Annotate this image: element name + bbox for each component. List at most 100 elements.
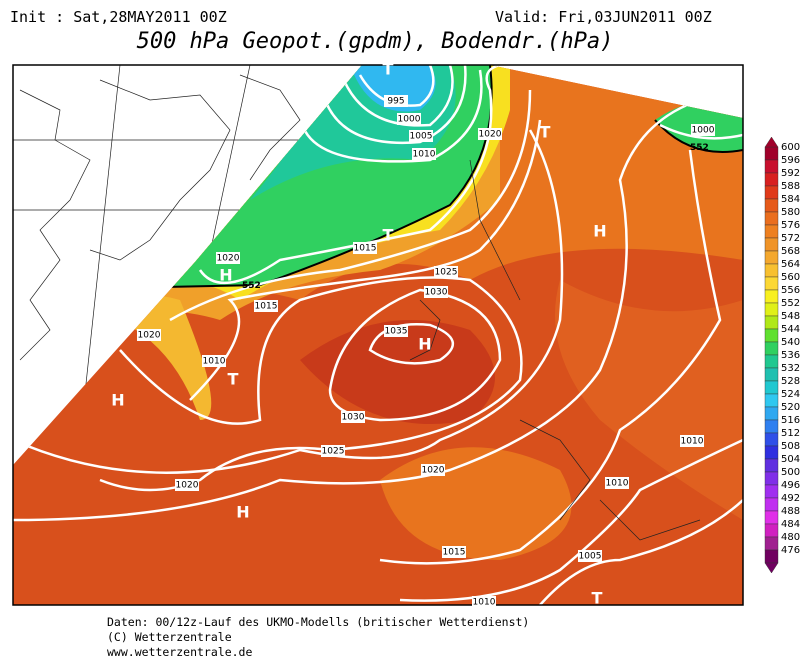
colorbar-label: 480	[781, 532, 800, 543]
isobar-label-bg	[409, 130, 433, 142]
colorbar-box	[764, 354, 779, 369]
colorbar-box	[764, 211, 779, 226]
colorbar-label: 520	[781, 402, 800, 413]
isobar-label: 1020	[217, 254, 240, 264]
colorbar-label: 508	[781, 441, 800, 452]
colorbar-box	[764, 276, 779, 291]
colorbar-box	[764, 471, 779, 486]
isobar-label: 1005	[579, 552, 602, 562]
isobar-label-bg	[434, 266, 458, 278]
isobar-label-bg	[442, 546, 466, 558]
isobar-label: 1010	[606, 479, 629, 489]
colorbar-box	[764, 302, 779, 317]
colorbar-label: 556	[781, 285, 800, 296]
colorbar-label: 600	[781, 142, 800, 153]
coastlines-nodata	[13, 65, 330, 441]
isobar-label-bg	[353, 242, 377, 254]
pressure-center: H	[418, 335, 431, 354]
isobar-label-bg	[605, 477, 629, 489]
isobar-label-bg	[202, 355, 226, 367]
footer-line: (C) Wetterzentrale	[107, 630, 232, 644]
valid-time: Valid: Fri,03JUN2011 00Z	[495, 8, 712, 26]
colorbar-label: 540	[781, 337, 800, 348]
pressure-center: T	[383, 226, 394, 245]
colorbar-label: 524	[781, 389, 800, 400]
pressure-center: T	[383, 60, 394, 79]
colorbar-label: 560	[781, 272, 800, 283]
pressure-center: H	[111, 391, 124, 410]
isobar-label: 1010	[473, 598, 496, 608]
colorbar-box	[764, 185, 779, 200]
colorbar-box	[764, 198, 779, 213]
isobar-label: 1020	[479, 130, 502, 140]
colorbar-box	[764, 224, 779, 239]
colorbar-label: 576	[781, 220, 800, 231]
isobar-label: 1015	[443, 548, 466, 558]
colorbar-box	[764, 237, 779, 252]
isobar-label: 1030	[425, 288, 448, 298]
isobar-label: 1015	[255, 302, 278, 312]
isobar-label-bg	[412, 148, 436, 160]
isobar-label: 1025	[435, 268, 458, 278]
pressure-center: T	[592, 589, 603, 608]
colorbar-label: 512	[781, 428, 800, 439]
isobar-label-bg	[680, 435, 704, 447]
isobar-label-bg	[578, 550, 602, 562]
map-title: 500 hPa Geopot.(gpdm), Bodendr.(hPa)	[137, 29, 614, 54]
isobar-label: 1020	[422, 466, 445, 476]
pressure-center: H	[219, 266, 232, 285]
isobar-label-bg	[478, 128, 502, 140]
colorbar-label: 568	[781, 246, 800, 257]
isobar-label-bg	[397, 113, 421, 125]
colorbar-label: 484	[781, 519, 800, 530]
colorbar-label: 532	[781, 363, 800, 374]
colorbar-box	[764, 315, 779, 330]
colorbar-label: 548	[781, 311, 800, 322]
footer-line: Daten: 00/12z-Lauf des UKMO-Modells (bri…	[107, 615, 529, 629]
isobar-label-bg	[691, 124, 715, 136]
init-time: Init : Sat,28MAY2011 00Z	[10, 8, 227, 26]
pressure-center: T	[540, 123, 551, 142]
colorbar-label: 584	[781, 194, 800, 205]
colorbar-label: 504	[781, 454, 800, 465]
geopotential-label: 552	[690, 143, 709, 153]
colorbar-box	[764, 419, 779, 434]
colorbar-box	[764, 497, 779, 512]
colorbar: 600 596 592 588 584 580 576 572 568 564 560 556 552 5…	[764, 136, 800, 574]
colorbar-box	[764, 549, 779, 564]
isobar-label-bg	[421, 464, 445, 476]
pressure-center: H	[593, 222, 606, 241]
colorbar-label: 536	[781, 350, 800, 361]
colorbar-box	[764, 393, 779, 408]
pressure-center: T	[228, 370, 239, 389]
isobar-label-bg	[216, 252, 240, 264]
isobar-label-bg	[254, 300, 278, 312]
isobar-label-bg	[137, 329, 161, 341]
map: 995 1000 1005 1010 1020 1015 1020 1015 1025 1030 1…	[12, 60, 744, 608]
isobar-label: 1020	[176, 481, 199, 491]
isobar-label-bg	[384, 95, 408, 107]
colorbar-box	[764, 523, 779, 538]
colorbar-box	[764, 445, 779, 460]
isobar-label-bg	[424, 286, 448, 298]
colorbar-box	[764, 159, 779, 174]
isobar-label-bg	[321, 445, 345, 457]
colorbar-box	[764, 484, 779, 499]
colorbar-arrow-top	[764, 136, 779, 148]
isobar-label: 995	[387, 97, 404, 107]
isobar-label: 1010	[203, 357, 226, 367]
isobar-label: 1030	[342, 413, 365, 423]
colorbar-label: 492	[781, 493, 800, 504]
isobar-label: 1035	[385, 327, 408, 337]
colorbar-box	[764, 263, 779, 278]
colorbar-box	[764, 380, 779, 395]
colorbar-label: 564	[781, 259, 800, 270]
isobar-label-bg	[472, 596, 496, 608]
colorbar-label: 588	[781, 181, 800, 192]
colorbar-box	[764, 328, 779, 343]
colorbar-box	[764, 172, 779, 187]
isobar-label: 1020	[138, 331, 161, 341]
colorbar-box	[764, 146, 779, 161]
colorbar-label: 516	[781, 415, 800, 426]
